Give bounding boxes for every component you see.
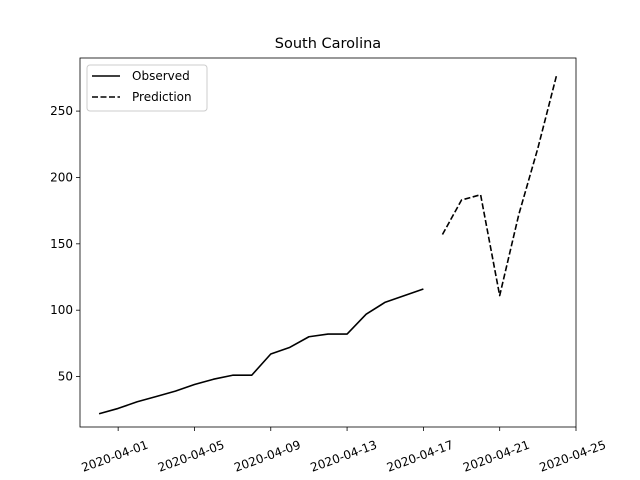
legend: Observed Prediction bbox=[86, 64, 208, 112]
x-tick-label: 2020-04-25 bbox=[537, 438, 607, 475]
y-tick-label: 100 bbox=[50, 303, 73, 317]
series-line-observed bbox=[98, 288, 424, 415]
x-tick-label: 2020-04-17 bbox=[385, 438, 455, 475]
legend-label: Prediction bbox=[132, 90, 192, 104]
y-tick-label: 250 bbox=[50, 104, 73, 118]
series-line-prediction bbox=[441, 73, 558, 297]
x-tick-label: 2020-04-13 bbox=[309, 438, 379, 475]
x-tick-label: 2020-04-05 bbox=[156, 438, 226, 475]
x-tick-label: 2020-04-21 bbox=[461, 438, 531, 475]
legend-label: Observed bbox=[132, 69, 190, 83]
y-tick-label: 150 bbox=[50, 237, 73, 251]
x-tick-label: 2020-04-09 bbox=[232, 438, 302, 475]
x-axis: 2020-04-01 2020-04-05 2020-04-09 2020-04-13… bbox=[80, 427, 608, 475]
plot-frame bbox=[79, 57, 577, 428]
y-tick-label: 50 bbox=[58, 370, 73, 384]
y-tick-label: 200 bbox=[50, 170, 73, 184]
chart-title: South Carolina bbox=[275, 36, 381, 52]
x-tick-label: 2020-04-01 bbox=[80, 438, 150, 475]
series-layer bbox=[98, 73, 558, 415]
y-axis: 50 100 150 200 250 bbox=[50, 104, 80, 384]
